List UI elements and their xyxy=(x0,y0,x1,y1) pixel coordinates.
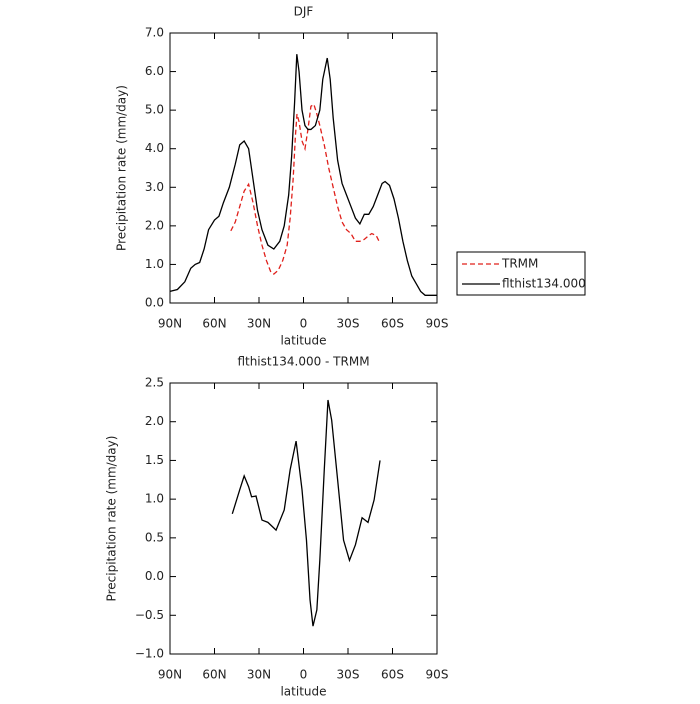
y-tick-label: 0.0 xyxy=(145,569,164,583)
y-tick-label: 4.0 xyxy=(145,141,164,155)
data-line xyxy=(231,399,381,627)
y-tick-label: 0.0 xyxy=(145,296,164,310)
x-tick-label: 30S xyxy=(337,668,360,682)
chart-title: flthist134.000 - TRMM xyxy=(237,355,369,369)
y-tick-label: 1.0 xyxy=(145,257,164,271)
y-tick-label: −0.5 xyxy=(135,608,164,622)
data-line xyxy=(230,103,381,275)
x-tick-label: 60S xyxy=(381,668,404,682)
y-tick-label: 6.0 xyxy=(145,64,164,78)
data-line xyxy=(169,54,437,296)
x-tick-label: 30N xyxy=(247,317,271,331)
y-tick-label: 2.5 xyxy=(145,376,164,390)
x-tick-label: 0 xyxy=(300,317,308,331)
x-tick-label: 90S xyxy=(426,668,449,682)
y-tick-label: 2.0 xyxy=(145,218,164,232)
y-tick-label: 3.0 xyxy=(145,180,164,194)
x-axis-label: latitude xyxy=(280,685,326,699)
y-tick-label: 2.0 xyxy=(145,414,164,428)
y-tick-label: 7.0 xyxy=(145,26,164,40)
x-tick-label: 30N xyxy=(247,668,271,682)
plot-frame xyxy=(169,382,438,655)
y-tick-label: 0.5 xyxy=(145,530,164,544)
y-tick-label: −1.0 xyxy=(135,647,164,661)
x-tick-label: 30S xyxy=(337,317,360,331)
legend-box xyxy=(456,251,586,296)
x-tick-label: 90S xyxy=(426,317,449,331)
chart-title: DJF xyxy=(294,5,314,19)
x-tick-label: 60N xyxy=(202,317,226,331)
x-tick-label: 0 xyxy=(300,668,308,682)
legend-label: TRMM xyxy=(501,257,538,271)
x-axis-label: latitude xyxy=(280,334,326,348)
x-tick-label: 60N xyxy=(202,668,226,682)
x-tick-label: 90N xyxy=(158,668,182,682)
y-axis-label: Precipitation rate (mm/day) xyxy=(115,85,129,251)
y-tick-label: 5.0 xyxy=(145,103,164,117)
y-tick-label: 1.5 xyxy=(145,453,164,467)
x-tick-label: 60S xyxy=(381,317,404,331)
legend-label: flthist134.000 xyxy=(502,277,586,291)
x-tick-label: 90N xyxy=(158,317,182,331)
y-tick-label: 1.0 xyxy=(145,492,164,506)
y-axis-label: Precipitation rate (mm/day) xyxy=(105,436,119,602)
plot-frame xyxy=(169,32,438,304)
